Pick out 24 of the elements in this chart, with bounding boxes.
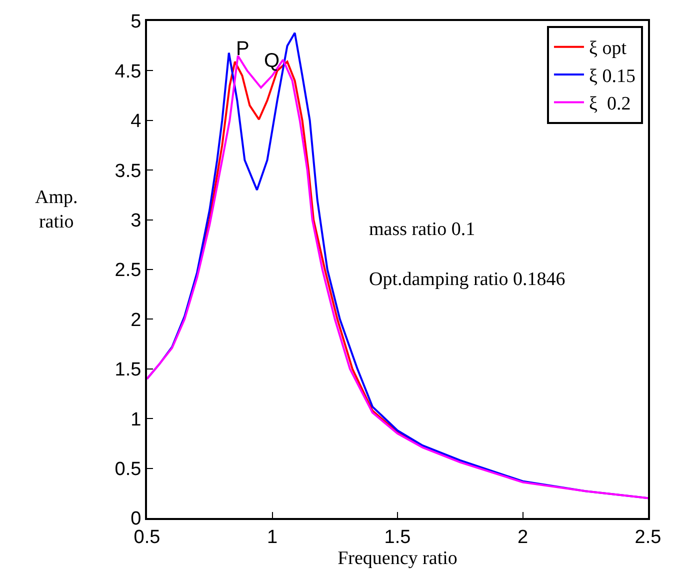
x-tick-label: 2.5 <box>634 526 662 548</box>
y-axis-title: Amp. ratio <box>35 187 78 233</box>
y-tick-label: 4 <box>130 111 142 132</box>
x-tick-label: 1.5 <box>384 526 411 548</box>
legend-label: ξ 0.2 <box>588 94 631 115</box>
y-tick-label: 4.5 <box>114 61 142 82</box>
y-tick-label: 5 <box>130 12 142 33</box>
annotation: Q <box>264 50 280 72</box>
x-tick-label: 2 <box>517 526 528 548</box>
x-axis-title: Frequency ratio <box>338 548 458 569</box>
annotation: Opt.damping ratio 0.1846 <box>369 269 566 290</box>
legend-label: ξ 0.15 <box>588 66 636 87</box>
y-tick-label: 0 <box>130 508 142 530</box>
annotation: P <box>236 38 250 60</box>
y-tick-label: 3 <box>130 210 142 232</box>
y-tick-label: 0.5 <box>114 458 142 480</box>
annotation: mass ratio 0.1 <box>369 219 476 240</box>
x-tick-label: 1 <box>266 526 278 548</box>
y-tick-label: 1.5 <box>114 360 142 381</box>
legend-label: ξ opt <box>588 38 628 60</box>
y-tick-label: 1 <box>130 409 142 430</box>
y-tick-label: 3.5 <box>114 160 142 182</box>
y-tick-label: 2 <box>130 310 142 331</box>
y-tick-label: 2.5 <box>114 260 142 282</box>
